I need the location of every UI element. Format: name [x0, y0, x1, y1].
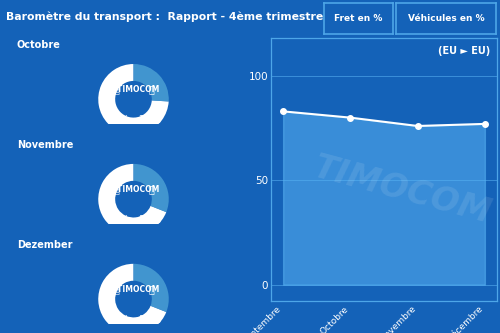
Text: 31%: 31% — [138, 215, 161, 225]
Text: ▤: ▤ — [110, 84, 120, 94]
Text: ‿ TIMOCOM: ‿ TIMOCOM — [108, 85, 159, 94]
Text: Novembre: Novembre — [17, 140, 74, 150]
Text: 69%: 69% — [106, 315, 129, 325]
Text: 🚚: 🚚 — [149, 184, 155, 194]
Wedge shape — [98, 264, 166, 333]
Text: ‿ TIMOCOM: ‿ TIMOCOM — [108, 185, 159, 194]
Text: 26%: 26% — [138, 115, 161, 125]
Text: 🚚: 🚚 — [149, 284, 155, 294]
Text: ‿ TIMOCOM: ‿ TIMOCOM — [108, 285, 159, 294]
Text: Véhicules en %: Véhicules en % — [408, 14, 484, 23]
Wedge shape — [134, 64, 169, 102]
Wedge shape — [98, 164, 166, 234]
Text: TIMOCOM: TIMOCOM — [310, 151, 494, 230]
Text: 69%: 69% — [106, 215, 129, 225]
Text: 🚚: 🚚 — [149, 84, 155, 94]
Text: ▤: ▤ — [110, 284, 120, 294]
Text: 31%: 31% — [138, 315, 161, 325]
Wedge shape — [98, 64, 168, 135]
Text: Octobre: Octobre — [17, 40, 61, 50]
Text: Baromètre du transport :  Rapport - 4ème trimestre 2018: Baromètre du transport : Rapport - 4ème … — [6, 12, 357, 22]
Text: ▤: ▤ — [110, 184, 120, 194]
Text: 74%: 74% — [106, 115, 129, 125]
Text: (EU ► EU): (EU ► EU) — [438, 46, 490, 56]
Wedge shape — [134, 164, 169, 212]
Text: Dezember: Dezember — [17, 240, 72, 250]
Text: Fret en %: Fret en % — [334, 14, 382, 23]
Wedge shape — [134, 264, 169, 312]
